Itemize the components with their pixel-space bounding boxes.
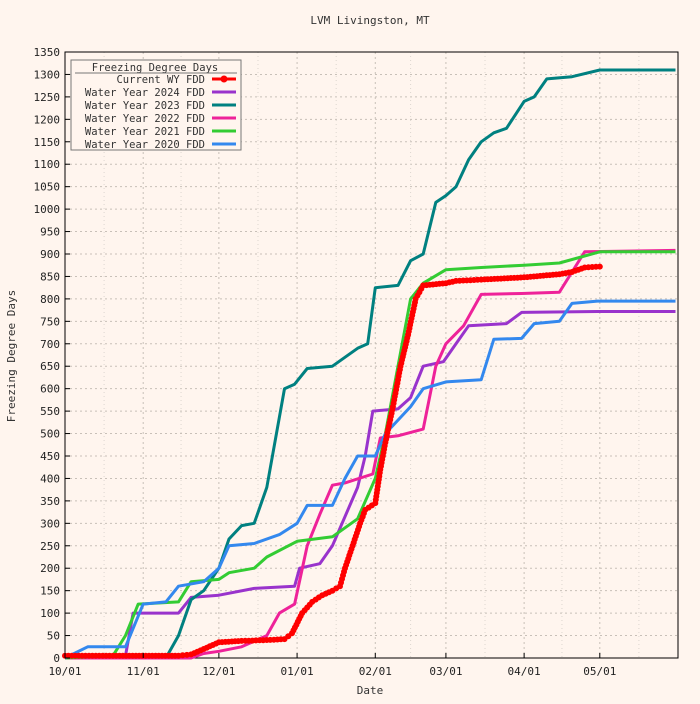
legend-entry-label: Water Year 2023 FDD bbox=[85, 100, 205, 112]
axis-layer: 0 50 100 150 200 250 300 350 400 450 500 550 600 650 7… bbox=[34, 46, 617, 678]
x-tick-label: 11/01 bbox=[127, 665, 160, 678]
y-tick-label: 950 bbox=[40, 226, 60, 239]
series-line bbox=[64, 250, 676, 660]
x-tick-label: 04/01 bbox=[508, 665, 541, 678]
x-tick-label: 05/01 bbox=[583, 665, 616, 678]
y-tick-label: 1100 bbox=[34, 158, 61, 171]
y-tick-label: 1200 bbox=[34, 113, 61, 126]
y-tick-label: 1350 bbox=[34, 46, 61, 59]
x-tick-label: 12/01 bbox=[202, 665, 235, 678]
y-tick-label: 1000 bbox=[34, 203, 61, 216]
legend-entry-label: Water Year 2022 FDD bbox=[85, 113, 205, 125]
y-tick-label: 1300 bbox=[34, 68, 61, 81]
y-tick-label: 400 bbox=[40, 472, 60, 485]
y-axis-label: Freezing Degree Days bbox=[5, 290, 18, 422]
legend-entry-label: Current WY FDD bbox=[116, 74, 205, 86]
y-tick-label: 1150 bbox=[34, 136, 61, 149]
legend-entry-label: Water Year 2024 FDD bbox=[85, 87, 205, 99]
y-tick-label: 250 bbox=[40, 540, 60, 553]
y-tick-label: 150 bbox=[40, 585, 60, 598]
y-tick-label: 900 bbox=[40, 248, 60, 261]
x-tick-label: 03/01 bbox=[429, 665, 462, 678]
y-tick-label: 50 bbox=[47, 630, 60, 643]
y-tick-label: 1250 bbox=[34, 91, 61, 104]
y-tick-label: 850 bbox=[40, 270, 60, 283]
x-tick-label: 10/01 bbox=[48, 665, 81, 678]
chart-title: LVM Livingston, MT bbox=[310, 14, 430, 27]
legend-entry-label: Water Year 2020 FDD bbox=[85, 139, 205, 151]
y-tick-label: 600 bbox=[40, 383, 60, 396]
x-axis-label: Date bbox=[357, 684, 384, 697]
legend-entry-label: Water Year 2021 FDD bbox=[85, 126, 205, 138]
legend-title: Freezing Degree Days bbox=[92, 62, 218, 74]
y-tick-label: 800 bbox=[40, 293, 60, 306]
y-tick-label: 750 bbox=[40, 315, 60, 328]
series-line bbox=[64, 299, 676, 660]
series-line bbox=[65, 248, 676, 660]
series-point bbox=[596, 263, 603, 270]
y-tick-label: 1050 bbox=[34, 181, 61, 194]
y-tick-label: 450 bbox=[40, 450, 60, 463]
x-tick-label: 02/01 bbox=[359, 665, 392, 678]
series-layer bbox=[62, 68, 676, 660]
y-tick-label: 500 bbox=[40, 428, 60, 441]
legend-marker bbox=[220, 75, 228, 83]
y-tick-label: 200 bbox=[40, 562, 60, 575]
x-tick-label: 01/01 bbox=[281, 665, 314, 678]
plot-frame bbox=[64, 51, 679, 659]
y-tick-label: 0 bbox=[53, 652, 60, 665]
y-tick-label: 550 bbox=[40, 405, 60, 418]
y-tick-label: 100 bbox=[40, 607, 60, 620]
y-tick-label: 650 bbox=[40, 360, 60, 373]
y-tick-label: 350 bbox=[40, 495, 60, 508]
y-tick-label: 700 bbox=[40, 338, 60, 351]
series-line bbox=[64, 310, 676, 660]
y-tick-label: 300 bbox=[40, 517, 60, 530]
legend: Freezing Degree Days Current WY FDDWater… bbox=[70, 59, 242, 151]
